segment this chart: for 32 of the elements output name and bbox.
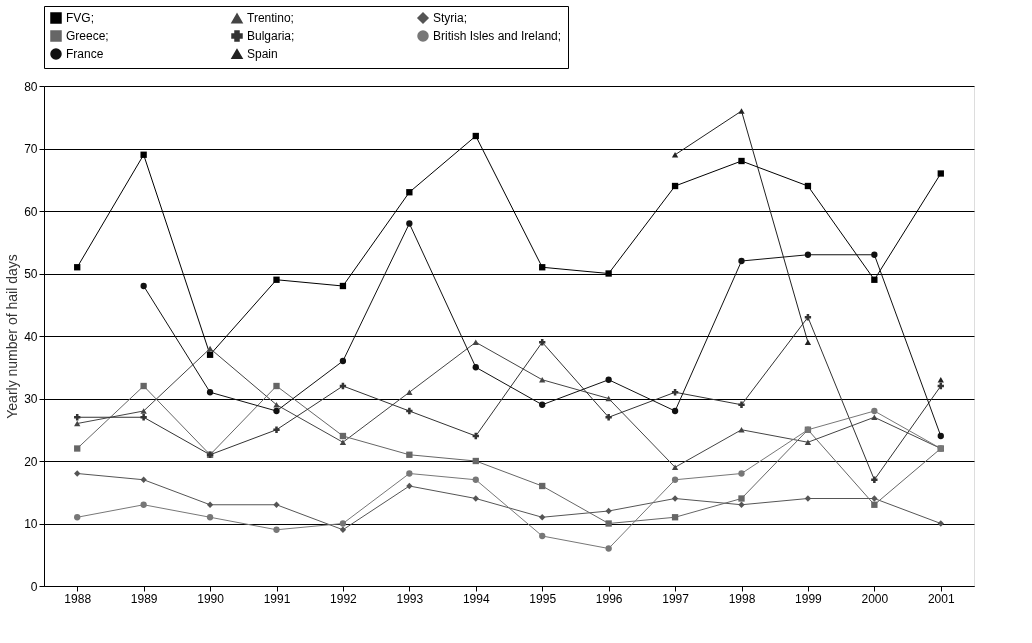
y-tick-label: 10 xyxy=(24,517,38,531)
legend-label: British Isles and Ireland; xyxy=(433,29,562,43)
y-tick-label: 40 xyxy=(24,329,38,344)
x-tick-label: 1988 xyxy=(64,591,92,606)
y-tick-label: 20 xyxy=(24,454,38,469)
x-tick-label: 1994 xyxy=(462,591,490,606)
legend-label: Trentino; xyxy=(247,11,294,26)
x-tick-label: 1991 xyxy=(263,591,291,606)
x-tick-label: 1995 xyxy=(529,591,557,606)
legend-label: Bulgaria; xyxy=(247,29,295,43)
y-tick-label: 60 xyxy=(24,204,38,219)
legend-label: Styria; xyxy=(433,11,468,25)
x-tick-label: 2000 xyxy=(861,591,889,606)
x-tick-label: 1996 xyxy=(595,591,623,606)
y-axis-title: Yearly number of hail days xyxy=(4,254,21,419)
y-tick-label: 80 xyxy=(24,79,38,94)
x-tick-label: 1990 xyxy=(197,591,225,606)
y-tick-label: 70 xyxy=(24,142,38,156)
y-tick-label: 50 xyxy=(24,267,38,281)
x-tick-label: 1992 xyxy=(330,591,358,606)
legend-label: France xyxy=(66,47,104,61)
legend-label: Greece; xyxy=(66,29,109,43)
x-tick-label: 1993 xyxy=(396,591,424,606)
y-tick-label: 30 xyxy=(24,392,38,406)
x-tick-label: 1989 xyxy=(130,591,158,606)
x-tick-label: 1997 xyxy=(662,591,690,606)
x-tick-label: 2001 xyxy=(927,591,955,606)
y-tick-label: 0 xyxy=(30,579,38,594)
x-tick-label: 1998 xyxy=(728,591,756,606)
legend-label: FVG; xyxy=(66,11,95,25)
legend-label: Spain xyxy=(247,47,278,61)
x-tick-label: 1999 xyxy=(795,591,823,606)
